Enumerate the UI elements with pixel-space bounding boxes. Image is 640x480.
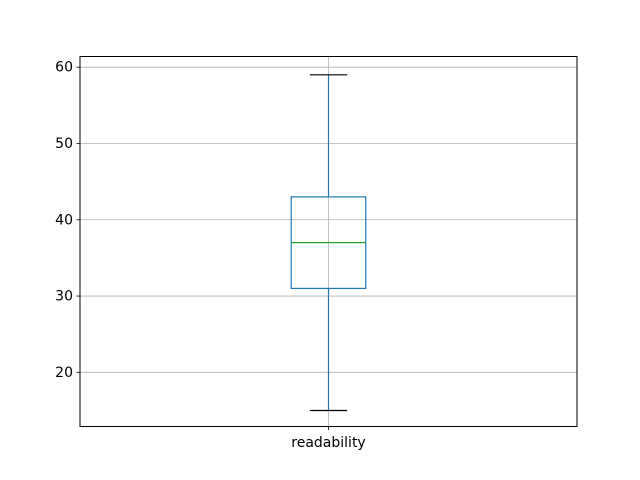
y-tick-label: 50 — [55, 136, 73, 152]
x-tick-label: readability — [291, 435, 365, 451]
y-tick-label: 30 — [55, 289, 73, 305]
y-tick-label: 20 — [55, 365, 73, 381]
y-tick-label: 60 — [55, 60, 73, 76]
y-tick-label: 40 — [55, 212, 73, 228]
